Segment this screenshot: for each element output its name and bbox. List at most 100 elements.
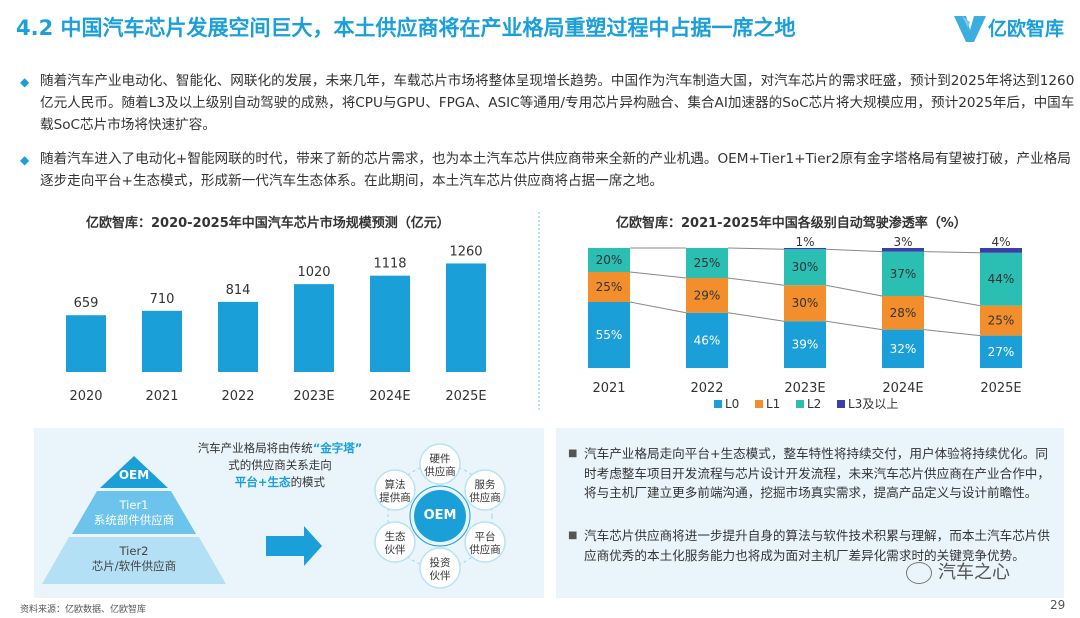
x-tick-label: 2024E bbox=[882, 381, 923, 396]
pyramid-middle bbox=[72, 491, 196, 534]
watermark-text: 汽车之心 bbox=[938, 562, 1010, 583]
connector-line bbox=[825, 320, 883, 331]
chart-divider bbox=[538, 212, 540, 410]
tier1-label: Tier1 bbox=[119, 498, 149, 512]
bar bbox=[370, 275, 410, 372]
x-tick-label: 2020 bbox=[69, 389, 102, 404]
square-bullet-icon: ■ bbox=[568, 448, 578, 459]
connector-line bbox=[727, 312, 785, 322]
segment-value-label: 55% bbox=[596, 328, 623, 342]
legend-swatch bbox=[837, 400, 845, 408]
connector-line bbox=[923, 295, 981, 307]
pyramid-top-label: OEM bbox=[118, 468, 150, 482]
pyramid-caption: 汽车产业格局将由传统“金字塔” 式的供应商关系走向 平台+生态的模式 bbox=[180, 440, 380, 491]
legend-label: L2 bbox=[807, 397, 821, 411]
bullet-text: 随着汽车进入了电动化+智能网联的时代，带来了新的芯片需求，也为本土汽车芯片供应商… bbox=[40, 151, 1071, 189]
segment-value-label: 3% bbox=[893, 235, 912, 249]
bar-value-label: 659 bbox=[74, 296, 99, 311]
caption-text: 汽车产业格局将由传统 bbox=[197, 441, 313, 455]
insight-panel: ■ 汽车产业格局走向平台+生态模式，整车特性将持续交付，用户体验将持续优化。同时… bbox=[556, 428, 1064, 598]
segment-value-label: 37% bbox=[890, 267, 917, 281]
stacked-segment bbox=[882, 329, 924, 368]
square-bullet-icon: ■ bbox=[568, 530, 578, 541]
insight-point-2: ■ 汽车芯片供应商将进一步提升自身的算法与软件技术积累与理解，而本土汽车芯片供应… bbox=[568, 526, 1056, 588]
stacked-segment bbox=[588, 248, 630, 272]
ecosystem-node-label: 算法 bbox=[384, 478, 405, 491]
wechat-icon bbox=[906, 562, 932, 584]
ecosystem-node-label: 投资 bbox=[430, 556, 451, 569]
connector-line bbox=[923, 251, 981, 254]
segment-value-label: 20% bbox=[596, 253, 623, 267]
bar bbox=[294, 284, 334, 372]
ecosystem-node-label: 服务 bbox=[475, 478, 496, 491]
x-tick-label: 2022 bbox=[221, 389, 254, 404]
legend-swatch bbox=[796, 400, 804, 408]
ecosystem-center-label: OEM bbox=[423, 508, 457, 523]
ecosystem-node bbox=[419, 443, 461, 485]
stacked-segment bbox=[784, 321, 826, 368]
legend-label: L3及以上 bbox=[848, 397, 898, 411]
stacked-segment bbox=[686, 248, 728, 278]
x-tick-label: 2022 bbox=[690, 381, 723, 396]
legend-swatch bbox=[714, 400, 722, 408]
segment-value-label: 25% bbox=[596, 280, 623, 294]
stacked-segment bbox=[588, 272, 630, 302]
bullet-text: 随着汽车产业电动化、智能化、网联化的发展，未来几年，车载芯片市场将整体呈现增长趋… bbox=[40, 73, 1075, 133]
x-tick-label: 2024E bbox=[369, 389, 410, 404]
stacked-segment bbox=[882, 248, 924, 252]
page-number: 29 bbox=[1050, 598, 1066, 612]
segment-value-label: 28% bbox=[890, 306, 917, 320]
segment-value-label: 4% bbox=[991, 235, 1010, 249]
connector-line bbox=[727, 277, 785, 286]
legend-label: L1 bbox=[766, 397, 780, 411]
penetration-chart-title: 亿欧智库：2021-2025年中国各级别自动驾驶渗透率（%） bbox=[616, 216, 967, 231]
pyramid-bottom-label: Tier2 芯片/软件供应商 bbox=[54, 544, 214, 574]
x-tick-label: 2021 bbox=[592, 381, 625, 396]
segment-value-label: 32% bbox=[890, 342, 917, 356]
caption-highlight-platform: 平台+生态 bbox=[234, 475, 291, 489]
bar-value-label: 1020 bbox=[297, 265, 330, 280]
segment-value-label: 30% bbox=[792, 296, 819, 310]
logo-text: 亿欧智库 bbox=[988, 18, 1065, 40]
segment-value-label: 25% bbox=[988, 314, 1015, 328]
connector-line bbox=[727, 247, 785, 250]
tier2-label: Tier2 bbox=[119, 544, 149, 558]
bar-value-label: 814 bbox=[226, 283, 251, 298]
ecosystem-node-label: 平台 bbox=[475, 530, 496, 543]
ecosystem-node bbox=[374, 521, 416, 563]
pyramid-top bbox=[100, 456, 168, 488]
stacked-segment bbox=[882, 296, 924, 330]
bullet-point-2: ◆ 随着汽车进入了电动化+智能网联的时代，带来了新的芯片需求，也为本土汽车芯片供… bbox=[20, 148, 1071, 194]
market-size-chart-title: 亿欧智库：2020-2025年中国汽车芯片市场规模预测（亿元） bbox=[86, 216, 450, 231]
insight-text: 汽车产业格局走向平台+生态模式，整车特性将持续交付，用户体验将持续优化。同时考虑… bbox=[584, 446, 1050, 500]
connector-line bbox=[629, 301, 687, 314]
bar-value-label: 1118 bbox=[373, 257, 406, 272]
ecosystem-node-label: 提供商 bbox=[379, 491, 411, 504]
ecosystem-node-label: 供应商 bbox=[469, 543, 501, 556]
right-arrow-icon bbox=[266, 526, 322, 566]
diamond-bullet-icon: ◆ bbox=[20, 75, 30, 89]
source-note: 资料来源：亿欧数据、亿欧智库 bbox=[20, 605, 147, 615]
ecosystem-node-label: 伙伴 bbox=[430, 569, 451, 582]
ecosystem-node bbox=[464, 521, 506, 563]
segment-value-label: 25% bbox=[694, 256, 721, 270]
insight-text: 汽车芯片供应商将进一步提升自身的算法与软件技术积累与理解，而本土汽车芯片供应商优… bbox=[584, 528, 1050, 563]
ecosystem-diagram bbox=[387, 463, 493, 569]
caption-text: 式的供应商关系走向 bbox=[228, 458, 332, 472]
stacked-segment bbox=[882, 251, 924, 296]
ecosystem-node bbox=[374, 469, 416, 511]
tier2-desc: 芯片/软件供应商 bbox=[91, 559, 177, 573]
legend-swatch bbox=[755, 400, 763, 408]
insight-point-1: ■ 汽车产业格局走向平台+生态模式，整车特性将持续交付，用户体验将持续优化。同时… bbox=[568, 444, 1056, 524]
diamond-bullet-icon: ◆ bbox=[20, 153, 30, 167]
stacked-segment bbox=[686, 312, 728, 368]
bar bbox=[446, 263, 486, 372]
segment-value-label: 29% bbox=[694, 288, 721, 302]
caption-highlight-pyramid: “金字塔” bbox=[312, 441, 363, 455]
connector-line bbox=[825, 248, 883, 253]
bar-value-label: 710 bbox=[150, 292, 175, 307]
segment-value-label: 1% bbox=[795, 235, 814, 249]
stacked-segment bbox=[980, 252, 1022, 306]
segment-value-label: 44% bbox=[988, 272, 1015, 286]
